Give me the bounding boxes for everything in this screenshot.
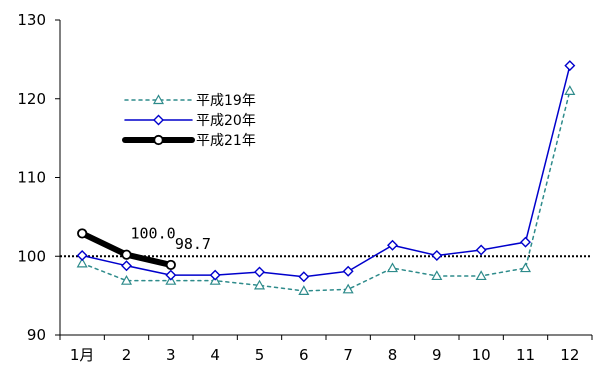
x-tick-label: 2 bbox=[122, 346, 132, 364]
x-tick-label: 11 bbox=[516, 346, 535, 364]
series-line bbox=[81, 64, 571, 278]
y-tick-label: 120 bbox=[17, 90, 46, 108]
x-tick-label: 3 bbox=[166, 346, 176, 364]
triangle-marker bbox=[120, 274, 133, 285]
legend-label: 平成19年 bbox=[196, 93, 256, 109]
triangle-marker bbox=[152, 94, 165, 105]
y-tick-label: 130 bbox=[17, 11, 46, 29]
circle-marker bbox=[77, 228, 88, 239]
x-tick-label: 4 bbox=[210, 346, 220, 364]
axes-layer: 90 100 110 120 130 1月 2 3 4 5 6 7 8 9 10 11 12 bbox=[17, 11, 593, 364]
circle-marker bbox=[121, 249, 132, 260]
x-tick-label: 6 bbox=[299, 346, 309, 364]
triangle-marker bbox=[298, 285, 310, 295]
legend-label: 平成20年 bbox=[196, 113, 256, 129]
diamond-marker bbox=[387, 239, 398, 251]
data-labels-layer: 100.098.7 bbox=[131, 225, 211, 253]
triangle-marker bbox=[76, 257, 88, 268]
series-1 bbox=[76, 85, 576, 295]
diamond-marker bbox=[153, 114, 164, 126]
triangle-marker bbox=[386, 262, 399, 273]
diamond-marker bbox=[165, 269, 177, 281]
diamond-marker bbox=[76, 249, 88, 261]
diamond-marker bbox=[475, 244, 487, 256]
x-tick-label: 7 bbox=[343, 346, 353, 364]
series-2 bbox=[76, 60, 576, 283]
legend-item-1: 平成19年 bbox=[124, 93, 256, 109]
circle-marker bbox=[165, 259, 176, 271]
triangle-marker bbox=[475, 270, 487, 281]
diamond-marker bbox=[209, 269, 221, 281]
x-tick-label: 12 bbox=[560, 346, 579, 364]
series-layer bbox=[76, 60, 576, 295]
triangle-marker bbox=[519, 262, 532, 273]
x-tick-label: 10 bbox=[472, 346, 491, 364]
diamond-marker bbox=[342, 265, 354, 277]
series-3 bbox=[77, 228, 176, 271]
x-tick-label: 8 bbox=[388, 346, 398, 364]
legend-label: 平成21年 bbox=[196, 133, 256, 149]
triangle-marker bbox=[253, 279, 266, 290]
triangle-marker bbox=[431, 270, 443, 281]
diamond-marker bbox=[121, 260, 132, 272]
y-tick-label: 110 bbox=[17, 169, 46, 187]
diamond-marker bbox=[298, 271, 310, 283]
x-tick-label: 5 bbox=[255, 346, 265, 364]
diamond-marker bbox=[564, 60, 576, 72]
y-tick-label: 100 bbox=[17, 247, 46, 265]
data-label: 98.7 bbox=[175, 235, 211, 253]
x-tick-label: 9 bbox=[432, 346, 442, 364]
series-line bbox=[81, 90, 571, 292]
legend-item-3: 平成21年 bbox=[122, 133, 256, 149]
legend-item-2: 平成20年 bbox=[124, 113, 256, 129]
diamond-marker bbox=[520, 236, 531, 248]
x-tick-label: 1月 bbox=[70, 346, 95, 364]
y-tick-label: 90 bbox=[27, 326, 46, 344]
diamond-marker bbox=[431, 249, 443, 261]
circle-marker bbox=[153, 134, 164, 146]
diamond-marker bbox=[254, 266, 265, 278]
data-label: 100.0 bbox=[131, 225, 176, 243]
triangle-marker bbox=[564, 85, 576, 95]
triangle-marker bbox=[342, 283, 354, 294]
